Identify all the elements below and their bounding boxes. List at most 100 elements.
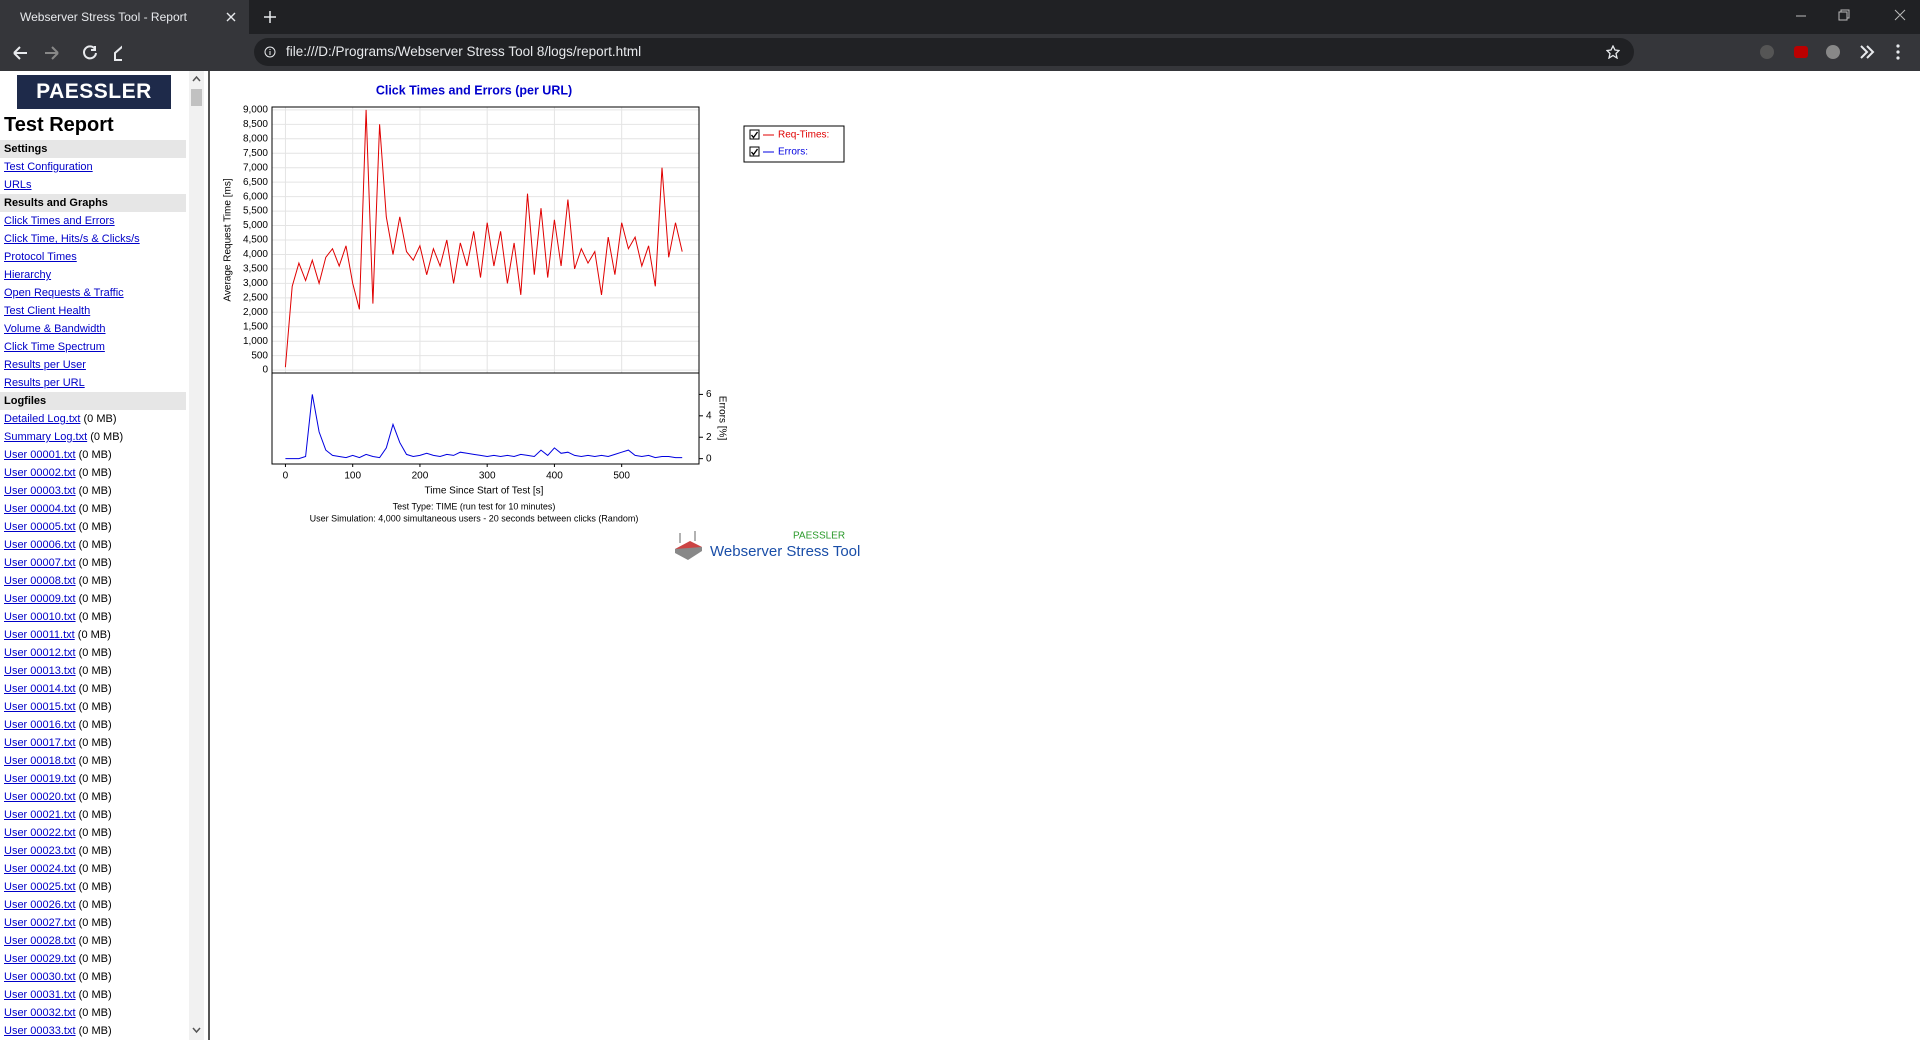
x-tick-label: 0 [283,471,289,482]
legend-check [750,148,759,156]
nav-link[interactable]: User 00003.txt [4,485,76,497]
nav-link[interactable]: Open Requests & Traffic [4,287,124,299]
nav-item: User 00008.txt (0 MB) [0,572,186,590]
nav-link[interactable]: User 00030.txt [4,971,76,983]
scrollbar[interactable] [189,71,204,1040]
nav-link[interactable]: User 00006.txt [4,539,76,551]
nav-link[interactable]: User 00026.txt [4,899,76,911]
nav-item: User 00032.txt (0 MB) [0,1004,186,1022]
file-size: (0 MB) [78,665,112,677]
nav-link[interactable]: User 00024.txt [4,863,76,875]
nav-link[interactable]: User 00031.txt [4,989,76,1001]
nav-item: Click Times and Errors [0,212,186,230]
series-line [285,394,683,460]
nav-item: Click Time, Hits/s & Clicks/s [0,230,186,248]
nav-link[interactable]: User 00023.txt [4,845,76,857]
chart-title: Click Times and Errors (per URL) [376,83,572,97]
nav-link[interactable]: Click Times and Errors [4,215,115,227]
address-bar[interactable]: file:///D:/Programs/Webserver Stress Too… [254,38,1634,66]
nav-link[interactable]: Click Time, Hits/s & Clicks/s [4,233,140,245]
nav-link[interactable]: Detailed Log.txt [4,413,81,425]
nav-link[interactable]: User 00010.txt [4,611,76,623]
nav-link[interactable]: User 00021.txt [4,809,76,821]
nav-buttons[interactable] [12,44,122,62]
x-axis-label: Time Since Start of Test [s] [425,486,544,497]
nav-link[interactable]: User 00002.txt [4,467,76,479]
file-size: (0 MB) [77,629,111,641]
nav-link[interactable]: Hierarchy [4,269,52,281]
nav-link[interactable]: User 00028.txt [4,935,76,947]
file-size: (0 MB) [78,521,112,533]
file-size: (0 MB) [78,467,112,479]
nav-item: User 00030.txt (0 MB) [0,968,186,986]
nav-item: User 00024.txt (0 MB) [0,860,186,878]
extensions[interactable] [1758,43,1918,63]
nav-link[interactable]: User 00001.txt [4,449,76,461]
plot-frame [271,372,700,465]
nav-item: User 00001.txt (0 MB) [0,446,186,464]
nav-link[interactable]: User 00027.txt [4,917,76,929]
legend-label: Errors: [778,147,808,158]
nav-item: User 00013.txt (0 MB) [0,662,186,680]
nav-link[interactable]: User 00032.txt [4,1007,76,1019]
nav-item: Click Time Spectrum [0,338,186,356]
nav-link[interactable]: User 00019.txt [4,773,76,785]
nav-link[interactable]: User 00022.txt [4,827,76,839]
nav-link[interactable]: User 00029.txt [4,953,76,965]
nav-item: User 00007.txt (0 MB) [0,554,186,572]
y-tick-label: 4,500 [243,235,268,246]
nav-link[interactable]: User 00017.txt [4,737,76,749]
nav-link[interactable]: User 00005.txt [4,521,76,533]
nav-link[interactable]: Click Time Spectrum [4,341,105,353]
nav-link[interactable]: User 00033.txt [4,1025,76,1037]
nav-link[interactable]: User 00008.txt [4,575,76,587]
nav-link[interactable]: User 00004.txt [4,503,76,515]
nav-item: User 00027.txt (0 MB) [0,914,186,932]
file-size: (0 MB) [78,881,112,893]
nav-link[interactable]: Volume & Bandwidth [4,323,106,335]
nav-link[interactable]: Results per User [4,359,86,371]
y-tick-label: 3,000 [243,278,268,289]
y-tick-label: 7,500 [243,148,268,159]
file-size: (0 MB) [78,899,112,911]
bookmark-star[interactable] [1606,45,1620,59]
file-size: (0 MB) [78,1025,112,1037]
nav-link[interactable]: User 00015.txt [4,701,76,713]
nav-link[interactable]: User 00013.txt [4,665,76,677]
nav-link[interactable]: User 00014.txt [4,683,76,695]
nav-link[interactable]: User 00012.txt [4,647,76,659]
file-size: (0 MB) [78,719,112,731]
nav-link[interactable]: Test Configuration [4,161,93,173]
section-heading: Settings [0,140,186,158]
file-size: (0 MB) [78,485,112,497]
nav-link[interactable]: User 00025.txt [4,881,76,893]
file-size: (0 MB) [78,593,112,605]
file-size: (0 MB) [78,503,112,515]
nav-link[interactable]: User 00011.txt [4,629,75,641]
file-size: (0 MB) [78,773,112,785]
nav-link[interactable]: User 00018.txt [4,755,76,767]
file-size: (0 MB) [78,953,112,965]
series-line [284,109,683,368]
x-tick-label: 200 [412,471,429,482]
file-size: (0 MB) [78,863,112,875]
file-size: (0 MB) [78,827,112,839]
nav-link[interactable]: User 00020.txt [4,791,76,803]
nav-link[interactable]: Protocol Times [4,251,77,263]
nav-link[interactable]: User 00007.txt [4,557,76,569]
nav-link[interactable]: URLs [4,179,32,191]
legend-label: Req-Times: [778,130,829,141]
nav-item: Results per URL [0,374,186,392]
nav-link[interactable]: Results per URL [4,377,85,389]
tab-close[interactable] [226,12,236,22]
window-controls[interactable] [1795,8,1910,24]
sidebar-title: Test Report [4,114,114,136]
new-tab[interactable] [263,10,277,24]
nav-link[interactable]: User 00016.txt [4,719,76,731]
nav-link[interactable]: User 00009.txt [4,593,76,605]
file-size: (0 MB) [78,737,112,749]
nav-link[interactable]: Summary Log.txt [4,431,88,443]
tab[interactable]: Webserver Stress Tool - Report [0,0,249,34]
nav-link[interactable]: Test Client Health [4,305,91,317]
file-size: (0 MB) [78,557,112,569]
